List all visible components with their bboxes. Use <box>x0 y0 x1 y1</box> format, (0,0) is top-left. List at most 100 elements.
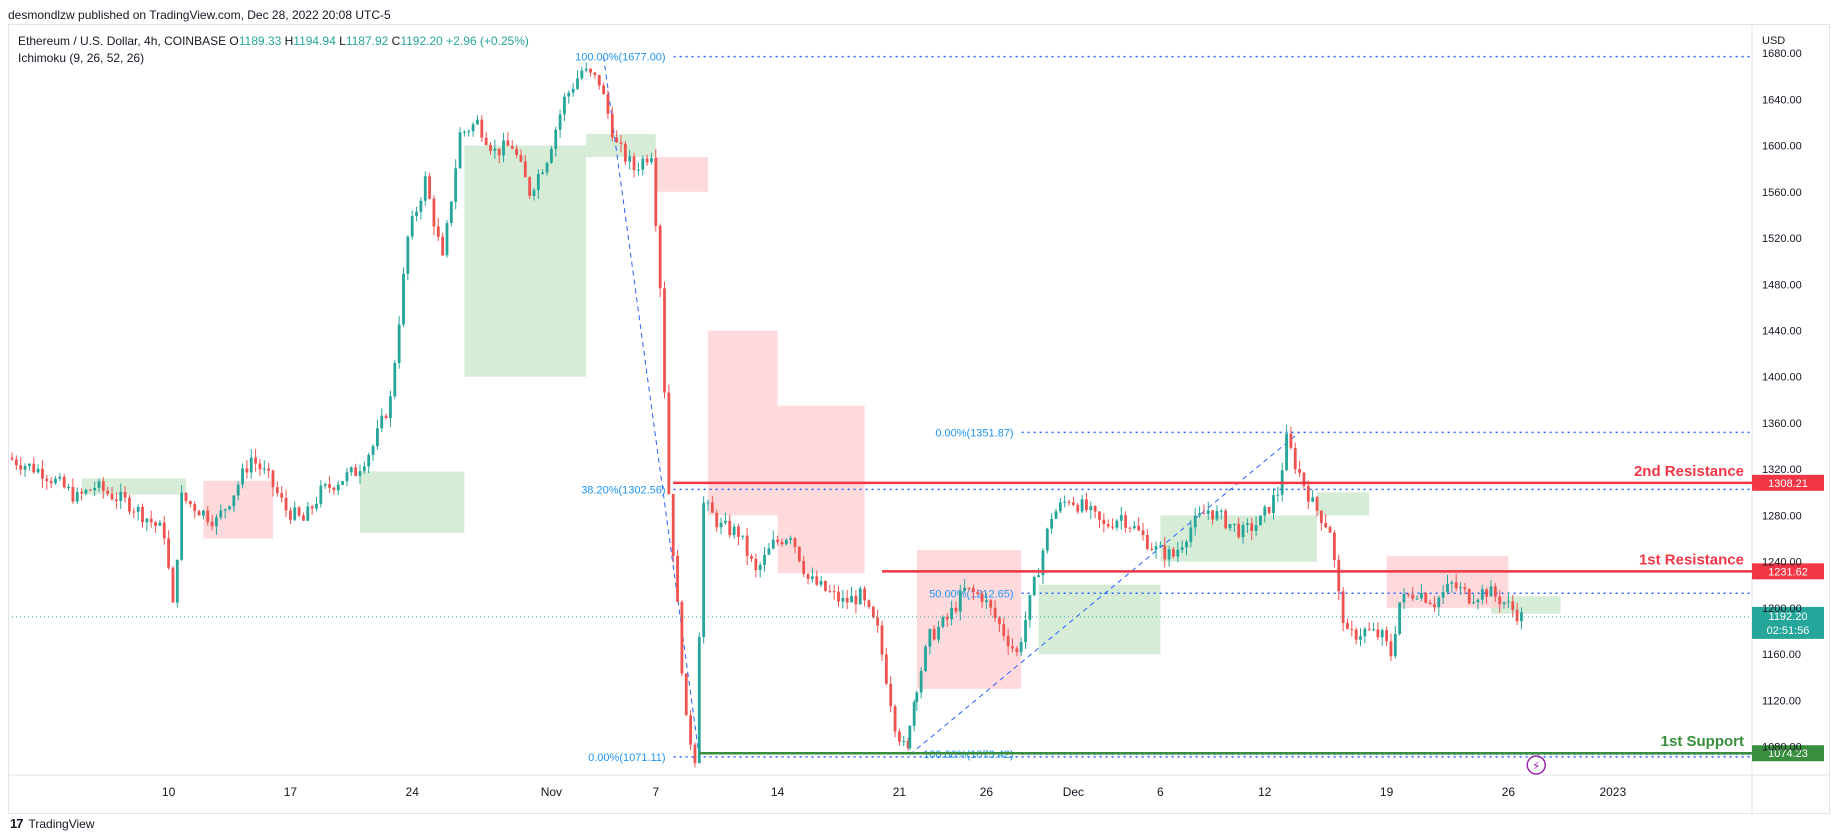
candle-down <box>71 487 75 502</box>
candle-down <box>884 654 888 684</box>
candle-down <box>1376 629 1380 638</box>
candle-up <box>1272 495 1275 514</box>
candle-down <box>1202 513 1206 515</box>
candle-up <box>236 484 240 496</box>
candle-up <box>175 559 179 603</box>
ichimoku-cloud-bull <box>1038 584 1161 655</box>
candle-up <box>985 600 988 603</box>
candle-up <box>1058 502 1062 512</box>
candle-down <box>1463 587 1467 590</box>
level-price-label: 1074.23 <box>1768 748 1808 760</box>
candle-up <box>119 491 123 502</box>
y-tick-label: 1680.00 <box>1762 48 1802 60</box>
candle-up <box>1372 629 1375 631</box>
candle-down <box>1224 510 1228 529</box>
candle-down <box>1354 629 1358 640</box>
x-tick-label: 17 <box>284 785 298 799</box>
candle-up <box>641 158 645 170</box>
candle-up <box>380 415 384 429</box>
candle-up <box>567 92 571 97</box>
candle-down <box>1250 523 1254 531</box>
candle-up <box>423 176 427 201</box>
footer-branding[interactable]: 17 TradingView <box>10 816 95 831</box>
legend-indicator[interactable]: Ichimoku (9, 26, 52, 26) <box>18 51 145 65</box>
candle-down <box>602 85 605 95</box>
candle-down <box>1367 628 1371 630</box>
candle-down <box>80 491 83 494</box>
candle-up <box>345 472 349 482</box>
candle-up <box>1437 597 1441 608</box>
candle-down <box>1385 630 1388 642</box>
fib-level-label: 38.20%(1302.56) <box>581 484 665 496</box>
candle-down <box>167 538 170 568</box>
candle-up <box>915 692 919 702</box>
ichimoku-cloud-bull <box>81 478 186 495</box>
candle-down <box>623 143 627 162</box>
candle-down <box>1111 526 1114 528</box>
candle-down <box>1298 469 1301 473</box>
candle-up <box>249 457 253 473</box>
candle-up <box>1115 520 1119 528</box>
candle-down <box>141 506 144 523</box>
candle-up <box>724 520 727 523</box>
legend-symbol[interactable]: Ethereum / U.S. Dollar, 4h, COINBASE <box>18 34 227 48</box>
candle-up <box>84 489 88 494</box>
candle-up <box>902 741 906 743</box>
candle-up <box>563 96 566 115</box>
candle-down <box>523 161 527 178</box>
candle-up <box>550 148 553 163</box>
candle-down <box>993 607 997 618</box>
candle-down <box>871 606 875 618</box>
candle-down <box>863 588 866 601</box>
candle-up <box>376 428 379 447</box>
y-tick-label: 1400.00 <box>1762 372 1802 384</box>
candle-down <box>171 567 175 603</box>
candle-up <box>1154 546 1158 550</box>
candle-down <box>328 484 331 488</box>
candle-down <box>815 576 819 585</box>
candle-down <box>128 497 131 512</box>
level-name-label: 1st Resistance <box>1639 551 1744 568</box>
candle-down <box>1076 504 1080 512</box>
candle-up <box>223 509 227 511</box>
candle-up <box>1176 549 1180 557</box>
candle-up <box>1037 575 1040 578</box>
candle-up <box>1398 602 1402 635</box>
y-tick-label: 1640.00 <box>1762 94 1802 106</box>
candle-up <box>1080 499 1084 512</box>
candle-up <box>819 581 823 585</box>
candle-down <box>1067 501 1071 503</box>
candle-up <box>458 132 462 169</box>
x-tick-label: 14 <box>771 785 785 799</box>
fib-trendline <box>603 56 700 758</box>
legend-open-label: O <box>229 34 239 48</box>
candle-up <box>358 471 362 476</box>
y-tick-label: 1240.00 <box>1762 557 1802 569</box>
candle-up <box>1180 547 1184 550</box>
candle-up <box>1119 515 1123 521</box>
legend-symbol-row[interactable]: Ethereum / U.S. Dollar, 4h, COINBASE O11… <box>18 33 529 50</box>
candle-down <box>976 592 980 594</box>
candle-up <box>702 502 706 638</box>
lightning-icon: ⚡ <box>1532 759 1540 773</box>
candle-down <box>1389 641 1393 657</box>
candle-down <box>632 156 636 171</box>
candle-down <box>384 415 388 419</box>
candle-down <box>1293 447 1297 470</box>
level-price-tag <box>1752 474 1824 491</box>
candle-down <box>728 520 732 536</box>
candle-up <box>741 535 745 537</box>
y-tick-label: 1520.00 <box>1762 233 1802 245</box>
candle-up <box>1019 642 1023 653</box>
y-tick-label: 1360.00 <box>1762 418 1802 430</box>
legend-close-label: C <box>391 34 401 48</box>
ichimoku-cloud-bear <box>708 330 778 516</box>
candle-down <box>1124 515 1127 528</box>
candle-up <box>215 517 218 527</box>
legend-change: +2.96 (+0.25%) <box>446 34 529 48</box>
y-tick-label: 1320.00 <box>1762 464 1802 476</box>
candle-up <box>1402 593 1406 603</box>
candle-down <box>998 617 1001 625</box>
x-tick-label: 7 <box>652 785 659 799</box>
